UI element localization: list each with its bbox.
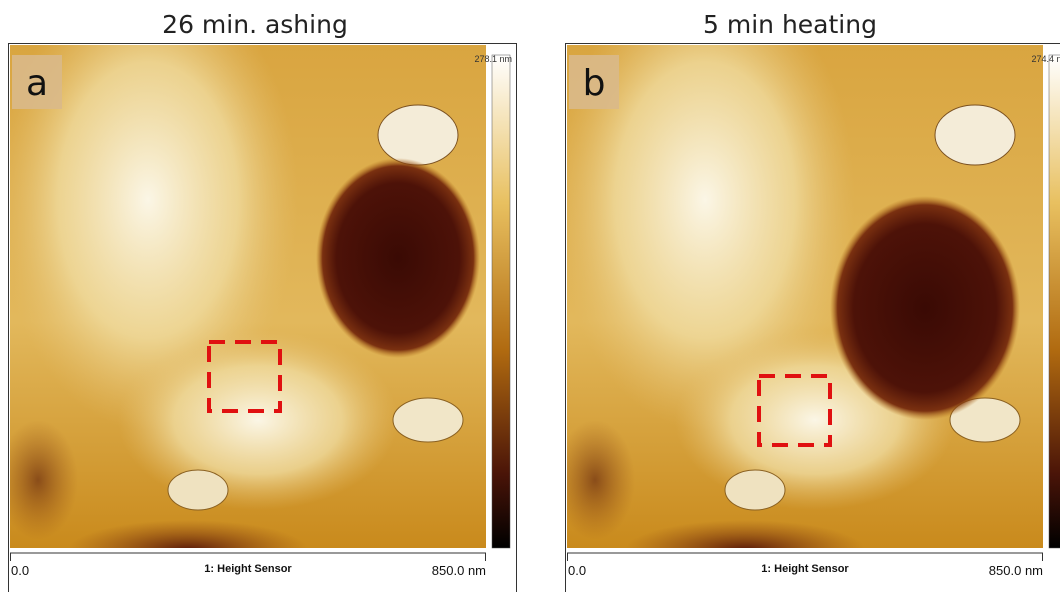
particle [935,105,1015,165]
particle [393,398,463,442]
color-bar [1049,55,1060,548]
channel-label: 1: Height Sensor [761,563,849,575]
channel-label: 1: Height Sensor [204,563,292,575]
color-bar [492,55,510,548]
panel-letter: a [26,63,48,104]
particle [725,470,785,510]
pit [316,158,480,358]
particle [168,470,228,510]
panel-letter: b [583,63,606,104]
panel-title: 26 min. ashing [162,10,348,39]
scale-max: 274.4 nm [1031,54,1060,64]
height-map [555,0,1043,580]
afm-panel: b 274.4 nm 0.0 1: Height Sensor 850.0 nm [555,0,1060,592]
afm-panel: a 278.1 nm 0.0 1: Height Sensor 850.0 nm [0,0,517,592]
height-map [0,0,486,580]
particle [378,105,458,165]
x-start: 0.0 [11,563,29,578]
x-start: 0.0 [568,563,586,578]
pit [830,196,1020,420]
scale-max: 278.1 nm [474,54,512,64]
panel-title: 5 min heating [703,10,877,39]
bright-region [118,330,398,510]
shadow [555,420,635,540]
x-end: 850.0 nm [989,563,1043,578]
figure: 26 min. ashing a 278.1 nm 0.0 1: Height Sens… [0,0,1060,592]
shadow [0,420,78,540]
x-end: 850.0 nm [432,563,486,578]
